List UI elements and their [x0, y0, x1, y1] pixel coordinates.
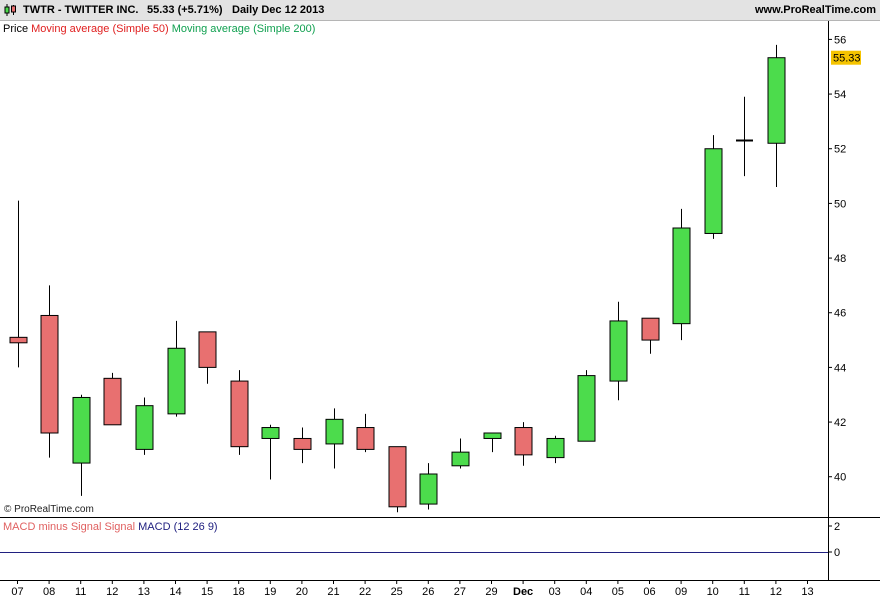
y-tick-label: 48: [834, 253, 846, 265]
y-tick-label: 54: [834, 89, 846, 101]
x-tick-label: 12: [770, 586, 782, 598]
candle-body: [767, 57, 786, 144]
candle-body: [293, 437, 312, 450]
y-tick-label: 40: [834, 472, 846, 484]
legend-price: Price: [3, 23, 29, 35]
candle-body: [167, 347, 186, 415]
candle-body: [40, 314, 59, 434]
x-tick-label: 14: [169, 586, 181, 598]
x-tick-label: 19: [264, 586, 276, 598]
x-tick-label: 11: [739, 586, 750, 598]
candle-body: [135, 405, 154, 450]
x-tick-label: 12: [106, 586, 118, 598]
y-tick-label: 42: [834, 417, 846, 429]
candle-body: [704, 148, 723, 234]
candle-body: [103, 377, 122, 426]
candle-body: [356, 427, 375, 450]
candle-body: [230, 380, 249, 448]
x-tick-label: 18: [233, 586, 245, 598]
y-tick-label: 46: [834, 308, 846, 320]
legend-ma200[interactable]: Moving average (Simple 200): [171, 23, 316, 35]
candle-body: [672, 227, 691, 325]
x-tick-label: 13: [138, 586, 150, 598]
x-tick-label: 27: [454, 586, 466, 598]
x-tick-label: 09: [675, 586, 687, 598]
x-tick-label: 10: [707, 586, 719, 598]
candle-body: [198, 331, 217, 368]
x-tick-label: 25: [391, 586, 403, 598]
x-tick-label: 07: [11, 586, 23, 598]
price-legend: Price Moving average (Simple 50) Moving …: [3, 23, 315, 35]
x-tick-label: 21: [327, 586, 339, 598]
y-tick-label: 44: [834, 362, 846, 374]
macd-tick-label: 2: [834, 521, 840, 533]
x-tick-label: 06: [643, 586, 655, 598]
candle-body: [325, 418, 344, 445]
candle-body: [388, 446, 407, 508]
candle-body: [261, 427, 280, 439]
legend-macd-line[interactable]: MACD (12 26 9): [138, 521, 218, 533]
x-tick-label: 04: [580, 586, 592, 598]
x-tick-label: Dec: [513, 586, 533, 598]
price-change: 55.33 (+5.71%): [147, 4, 223, 16]
candle-body: [641, 317, 660, 341]
last-price-label: 55.33: [833, 53, 861, 65]
x-tick-label: 03: [549, 586, 561, 598]
candle-body: [9, 336, 28, 344]
x-tick-label: 13: [801, 586, 813, 598]
x-tick-label: 08: [43, 586, 55, 598]
y-tick-label: 50: [834, 198, 846, 210]
candlestick-icon: [4, 4, 16, 16]
candle-body: [577, 375, 596, 442]
candle-body: [451, 451, 470, 467]
macd-tick-label: 0: [834, 547, 840, 559]
x-tick-label: 29: [485, 586, 497, 598]
last-price-badge: [831, 50, 861, 65]
period-date: Daily Dec 12 2013: [232, 4, 325, 16]
watermark: © ProRealTime.com: [4, 504, 94, 515]
candle-body: [483, 432, 502, 439]
symbol-title: TWTR - TWITTER INC.: [23, 4, 139, 16]
y-tick-label: 56: [834, 34, 846, 46]
candle-body: [72, 396, 91, 464]
x-tick-label: 20: [296, 586, 308, 598]
macd-legend: MACD minus Signal Signal MACD (12 26 9): [3, 521, 218, 533]
candle-body: [546, 437, 565, 459]
x-tick-label: 15: [201, 586, 213, 598]
site-link[interactable]: www.ProRealTime.com: [754, 4, 876, 16]
legend-ma50[interactable]: Moving average (Simple 50): [31, 23, 169, 35]
x-tick-label: 11: [75, 586, 86, 598]
candle-body: [419, 473, 438, 505]
legend-macd-histogram[interactable]: MACD minus Signal Signal: [3, 521, 136, 533]
candle-body: [514, 427, 533, 456]
x-tick-label: 05: [612, 586, 624, 598]
x-tick-label: 22: [359, 586, 371, 598]
y-tick-label: 52: [834, 144, 846, 156]
candle-body: [609, 320, 628, 382]
header-bar: TWTR - TWITTER INC. 55.33 (+5.71%) Daily…: [0, 0, 880, 21]
x-tick-label: 26: [422, 586, 434, 598]
